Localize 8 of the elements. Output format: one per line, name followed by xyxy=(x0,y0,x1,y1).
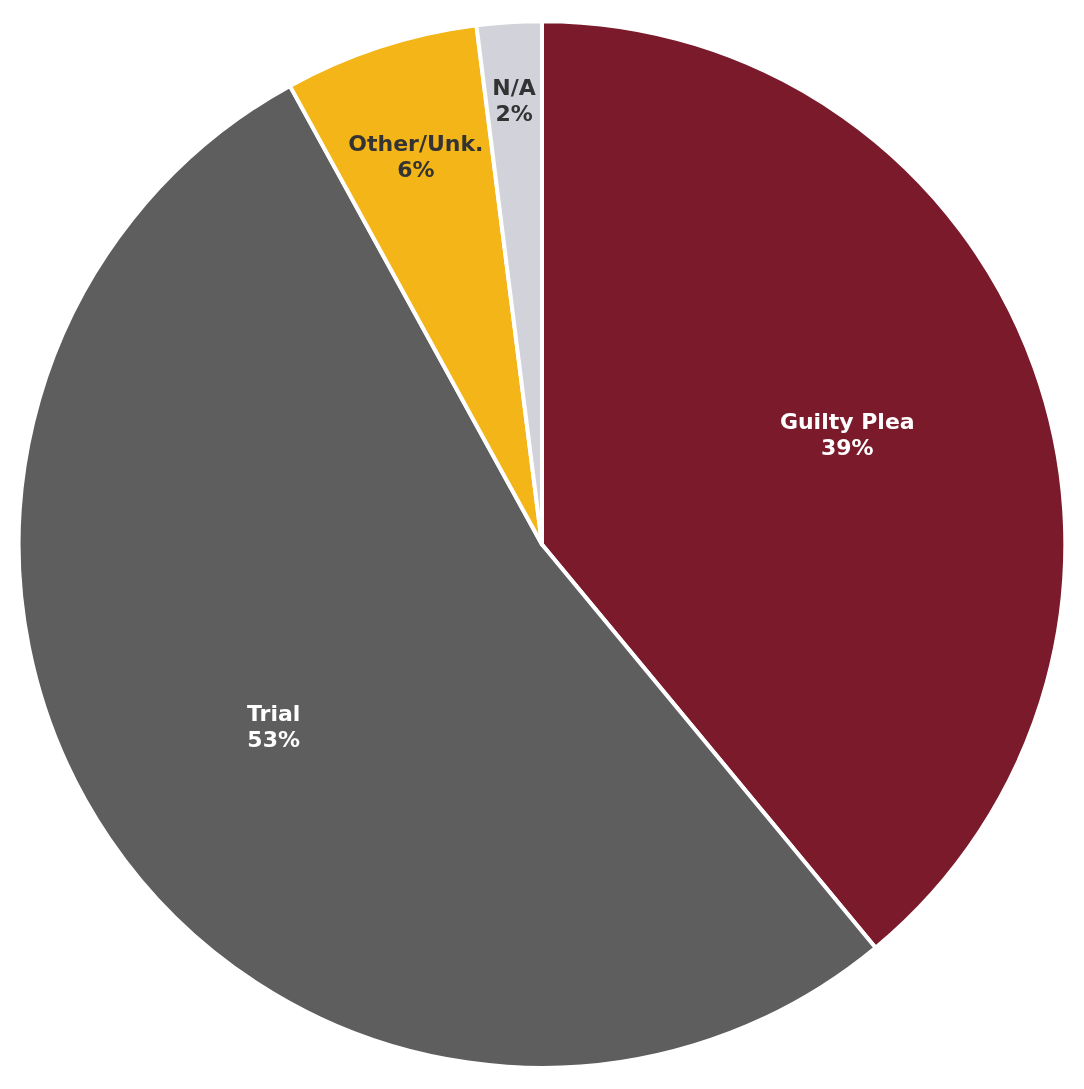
slice-label: Guilty Plea xyxy=(779,409,915,435)
data-label: 2% xyxy=(495,101,533,127)
data-label: 6% xyxy=(397,156,435,182)
slice-label: N/A xyxy=(492,75,536,101)
slice-label: Other/Unk. xyxy=(348,130,484,156)
slice-label: Trial xyxy=(246,701,301,727)
data-label: 53% xyxy=(247,727,300,753)
data-label: 39% xyxy=(820,435,874,461)
